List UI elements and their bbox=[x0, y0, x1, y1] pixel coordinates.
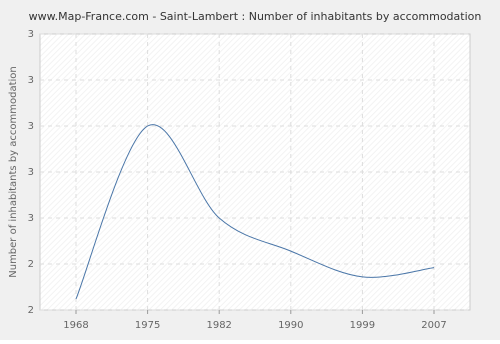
y-tick-label: 3 bbox=[28, 29, 34, 40]
y-tick-label: 2 bbox=[28, 305, 34, 316]
y-tick-label: 2 bbox=[28, 259, 34, 270]
x-tick-label: 1982 bbox=[206, 320, 231, 331]
y-tick-label: 3 bbox=[28, 75, 34, 86]
x-tick-label: 1975 bbox=[135, 320, 160, 331]
x-tick-label: 1999 bbox=[350, 320, 375, 331]
y-tick-label: 3 bbox=[28, 213, 34, 224]
x-tick-label: 1990 bbox=[278, 320, 303, 331]
plot-area bbox=[39, 33, 471, 311]
chart-title: www.Map-France.com - Saint-Lambert : Num… bbox=[29, 10, 482, 23]
x-tick-label: 2007 bbox=[421, 320, 446, 331]
x-tick-label: 1968 bbox=[63, 320, 88, 331]
y-tick-label: 3 bbox=[28, 167, 34, 178]
line bbox=[75, 124, 435, 300]
y-tick-label: 3 bbox=[28, 121, 34, 132]
y-axis-label: Number of inhabitants by accommodation bbox=[8, 66, 19, 278]
